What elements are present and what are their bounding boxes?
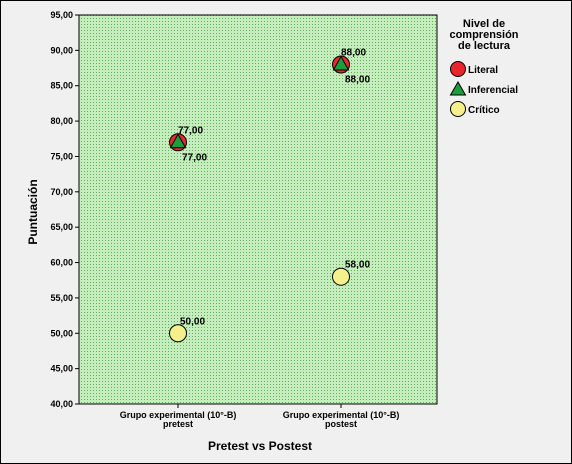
y-axis-title: Puntuación [26,179,40,244]
data-label: 58,00 [345,260,370,271]
data-label: 88,00 [345,75,370,86]
data-label: 77,00 [178,125,203,136]
y-tick-label: 85,00 [50,81,73,91]
legend-label: Inferencial [468,85,518,96]
y-tick-label: 65,00 [50,222,73,232]
data-label: 88,00 [341,48,366,59]
legend-title: Nivel de [463,18,505,30]
y-tick-label: 95,00 [50,10,73,20]
point-inferencial [169,133,187,149]
y-tick-label: 70,00 [50,187,73,197]
legend-title: comprensión [449,29,518,41]
y-tick-label: 45,00 [50,364,73,374]
x-axis-title: Pretest vs Postest [208,439,312,453]
data-label: 77,00 [182,152,207,163]
point-inferencial [332,55,350,71]
y-tick-label: 40,00 [50,399,73,409]
point-crítico [332,267,350,286]
y-tick-label: 55,00 [50,293,73,303]
legend-label: Literal [468,65,498,76]
data-label: 50,00 [180,316,205,327]
x-tick-label: postest [325,419,357,429]
legend-swatch [450,61,466,77]
legend-title: de lectura [458,40,511,52]
x-tick-label: Grupo experimental (10°-B) [120,410,237,420]
legend-label: Crítico [468,105,500,116]
y-tick-label: 90,00 [50,45,73,55]
y-tick-label: 80,00 [50,116,73,126]
y-tick-label: 60,00 [50,258,73,268]
plot-area [78,14,438,405]
legend-swatch [450,101,466,117]
point-crítico [169,324,187,343]
x-tick-label: pretest [163,419,193,429]
y-tick-label: 75,00 [50,151,73,161]
legend-swatch [449,80,467,96]
y-tick-label: 50,00 [50,328,73,338]
x-tick-label: Grupo experimental (10°-B) [283,410,400,420]
